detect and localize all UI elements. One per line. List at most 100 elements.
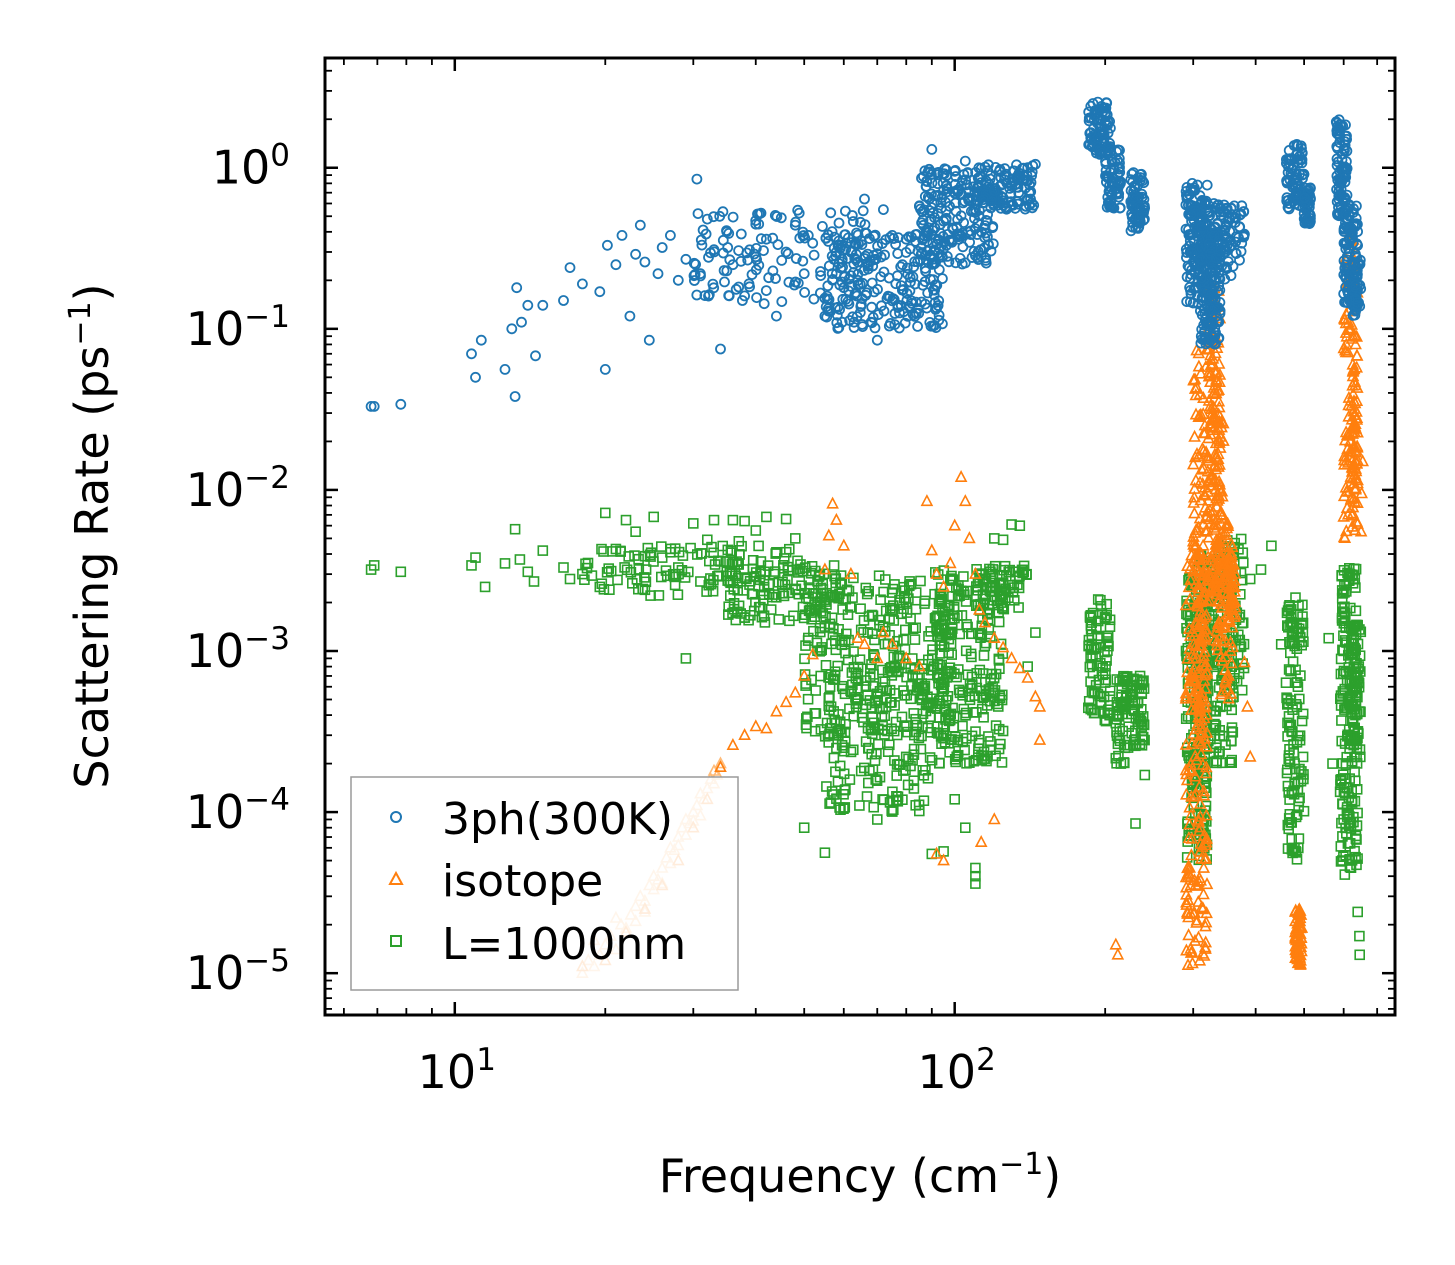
data-point-isotope [1207,380,1221,393]
data-point-isotope [1184,906,1198,919]
data-point-3ph-300k- [981,215,993,227]
data-point-l-1000nm [801,722,812,734]
data-point-l-1000nm [1286,626,1298,637]
data-point-3ph-300k- [1028,199,1040,211]
data-point-l-1000nm [877,719,888,731]
data-point-l-1000nm [997,725,1009,737]
data-point-isotope [1197,390,1210,404]
data-point-isotope [1216,684,1230,697]
data-point-isotope [1204,352,1218,366]
data-point-l-1000nm [910,713,921,725]
data-point-l-1000nm [596,578,608,590]
data-point-3ph-300k- [839,229,850,241]
data-point-3ph-300k- [931,279,943,291]
x-tick-label: 102 [918,1042,996,1099]
data-point-isotope [1348,425,1362,438]
data-point-l-1000nm [1350,663,1362,674]
data-point-l-1000nm [1235,533,1247,545]
y-tick-label: 10−5 [186,943,290,1000]
data-point-l-1000nm [639,584,651,596]
data-point-isotope [1350,329,1364,342]
data-point-isotope [1192,812,1205,825]
data-point-isotope [1189,551,1203,564]
data-point-isotope [1197,788,1211,801]
data-point-l-1000nm [988,533,1000,544]
data-point-l-1000nm [905,578,917,590]
data-point-l-1000nm [995,738,1006,750]
data-point-l-1000nm [919,595,931,607]
data-point-l-1000nm [862,722,874,734]
data-point-l-1000nm [860,582,872,594]
data-point-3ph-300k- [1134,201,1145,213]
data-point-3ph-300k- [799,286,810,298]
data-point-3ph-300k- [947,222,958,234]
data-point-3ph-300k- [1209,337,1221,349]
data-point-isotope [1238,655,1251,668]
data-point-3ph-300k- [845,246,857,258]
data-point-isotope [1340,329,1354,342]
data-point-3ph-300k- [365,400,377,412]
data-point-isotope [1292,955,1306,968]
data-point-3ph-300k- [919,250,931,261]
data-point-l-1000nm [891,770,903,781]
data-point-l-1000nm [691,549,703,560]
data-point-3ph-300k- [509,391,521,402]
data-point-3ph-300k- [1287,159,1299,171]
data-point-3ph-300k- [1112,187,1123,198]
data-point-3ph-300k- [1097,127,1109,139]
data-point-l-1000nm [842,609,854,621]
data-point-l-1000nm [845,686,857,698]
data-point-isotope [1188,506,1201,519]
data-point-isotope [1218,633,1232,646]
data-point-isotope [1356,454,1370,467]
data-point-3ph-300k- [558,295,569,306]
data-point-l-1000nm [1217,757,1228,769]
data-point-l-1000nm [931,662,943,674]
data-point-l-1000nm [883,739,895,751]
data-point-3ph-300k- [537,299,549,311]
data-point-3ph-300k- [894,307,905,319]
data-point-3ph-300k- [1335,190,1347,202]
data-point-3ph-300k- [916,217,927,229]
data-point-l-1000nm [957,689,968,701]
data-point-l-1000nm [828,560,840,571]
data-point-isotope [943,556,957,569]
data-point-l-1000nm [886,666,898,678]
data-point-3ph-300k- [836,316,848,328]
data-point-l-1000nm [1237,658,1248,669]
data-point-3ph-300k- [904,272,916,283]
legend-box [350,776,739,991]
data-point-l-1000nm [800,640,811,651]
data-point-3ph-300k- [1305,212,1316,224]
data-point-3ph-300k- [1331,170,1343,182]
data-point-l-1000nm [961,619,972,630]
data-point-3ph-300k- [1234,221,1245,233]
data-point-l-1000nm [727,575,739,587]
data-point-3ph-300k- [901,288,913,299]
data-point-isotope [1179,870,1193,883]
data-point-isotope [1179,686,1193,699]
data-point-l-1000nm [877,676,889,687]
data-point-3ph-300k- [899,317,911,329]
data-point-l-1000nm [1288,747,1299,758]
data-point-3ph-300k- [792,204,804,216]
data-point-l-1000nm [909,634,921,645]
data-point-l-1000nm [815,601,827,613]
data-point-3ph-300k- [1206,242,1218,254]
data-point-l-1000nm [897,794,908,806]
data-point-isotope [1187,490,1201,503]
data-point-l-1000nm [855,603,866,615]
data-point-3ph-300k- [912,320,923,332]
data-point-3ph-300k- [1281,157,1292,169]
data-point-isotope [1194,747,1208,760]
data-point-l-1000nm [804,582,815,593]
data-point-l-1000nm [1110,717,1122,729]
data-point-l-1000nm [816,642,827,653]
data-point-l-1000nm [1224,756,1236,768]
data-point-l-1000nm [598,546,609,557]
data-point-l-1000nm [958,571,969,582]
data-point-l-1000nm [1294,763,1305,775]
data-point-l-1000nm [981,755,992,767]
data-point-l-1000nm [723,601,735,613]
